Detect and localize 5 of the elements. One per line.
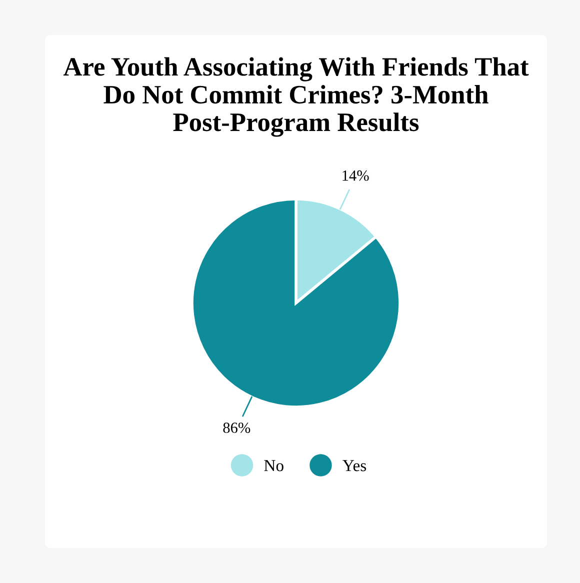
legend-label: No [264,460,284,472]
data-label: 14% [342,170,369,181]
data-label: 86% [223,422,250,433]
legend-label: Yes [342,460,366,472]
chart-title: Are Youth Associating With Friends That Do Not Commit Crimes? 3-Month Post-Program Results [63,57,529,137]
